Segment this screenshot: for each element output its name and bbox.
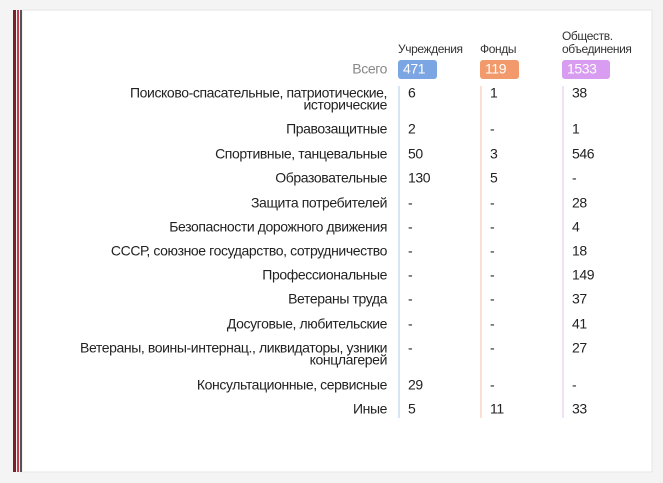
total-badge bbox=[480, 60, 519, 79]
cell-value: 2 bbox=[408, 121, 416, 137]
total-value: 1533 bbox=[567, 61, 597, 77]
cell-value: - bbox=[490, 377, 495, 393]
row-label: Иные bbox=[353, 401, 388, 417]
cell-value: 18 bbox=[572, 243, 587, 259]
row-label: Спортивные, танцевальные bbox=[215, 146, 388, 162]
cell-value: - bbox=[490, 121, 495, 137]
cell-value: 29 bbox=[408, 377, 423, 393]
card bbox=[21, 9, 653, 473]
cell-value: - bbox=[408, 219, 413, 235]
cell-value: 6 bbox=[408, 85, 416, 101]
cell-value: - bbox=[490, 316, 495, 332]
cell-value: 41 bbox=[572, 316, 587, 332]
cell-value: - bbox=[408, 291, 413, 307]
row-label: концлагерей bbox=[310, 352, 387, 368]
cell-value: 5 bbox=[490, 170, 498, 186]
cell-value: 1 bbox=[572, 121, 580, 137]
column-header: Фонды bbox=[480, 42, 516, 56]
column-header: Учреждения bbox=[398, 42, 463, 56]
cell-value: - bbox=[408, 340, 413, 356]
stripe bbox=[13, 10, 16, 472]
cell-value: - bbox=[408, 316, 413, 332]
row-label: Образовательные bbox=[275, 170, 387, 186]
row-label: Ветераны труда bbox=[288, 291, 388, 307]
stripe bbox=[17, 10, 19, 472]
column-header: Обществ. bbox=[562, 29, 613, 43]
cell-value: - bbox=[490, 243, 495, 259]
cell-value: 50 bbox=[408, 146, 423, 162]
cell-value: 5 bbox=[408, 401, 416, 417]
row-label: Защита потребителей bbox=[251, 195, 387, 211]
column-header: объединения bbox=[562, 42, 632, 56]
cell-value: - bbox=[490, 195, 495, 211]
cell-value: 149 bbox=[572, 267, 595, 283]
row-label: Консультационные, сервисные bbox=[197, 377, 388, 393]
cell-value: 28 bbox=[572, 195, 587, 211]
total-badge bbox=[398, 60, 437, 79]
cell-value: 37 bbox=[572, 291, 587, 307]
cell-value: - bbox=[490, 291, 495, 307]
cell-value: 546 bbox=[572, 146, 595, 162]
stripe bbox=[20, 10, 22, 472]
row-label: Безопасности дорожного движения bbox=[169, 219, 387, 235]
total-value: 119 bbox=[485, 61, 507, 77]
total-value: 471 bbox=[403, 61, 426, 77]
cell-value: - bbox=[490, 267, 495, 283]
cell-value: - bbox=[408, 195, 413, 211]
cell-value: - bbox=[572, 377, 577, 393]
cell-value: 11 bbox=[490, 401, 504, 417]
cell-value: 27 bbox=[572, 340, 587, 356]
cell-value: 33 bbox=[572, 401, 587, 417]
cell-value: 4 bbox=[572, 219, 580, 235]
total-badge bbox=[562, 60, 610, 79]
cell-value: 1 bbox=[490, 85, 498, 101]
cell-value: 3 bbox=[490, 146, 498, 162]
cell-value: - bbox=[408, 243, 413, 259]
row-label: Ветераны, воины-интернац., ликвидаторы, … bbox=[80, 340, 387, 356]
cell-value: 130 bbox=[408, 170, 431, 186]
cell-value: - bbox=[490, 219, 495, 235]
row-label: Правозащитные bbox=[286, 121, 387, 137]
row-label: Поисково-спасательные, патриотические, bbox=[130, 85, 387, 101]
row-label: Досуговые, любительские bbox=[227, 316, 388, 332]
cell-value: - bbox=[408, 267, 413, 283]
cell-value: - bbox=[490, 340, 495, 356]
total-label: Всего bbox=[352, 61, 387, 77]
row-label: исторические bbox=[304, 97, 388, 113]
cell-value: 38 bbox=[572, 85, 587, 101]
row-label: Профессиональные bbox=[262, 267, 387, 283]
cell-value: - bbox=[572, 170, 577, 186]
row-label: СССР, союзное государство, сотрудничеств… bbox=[111, 243, 388, 259]
